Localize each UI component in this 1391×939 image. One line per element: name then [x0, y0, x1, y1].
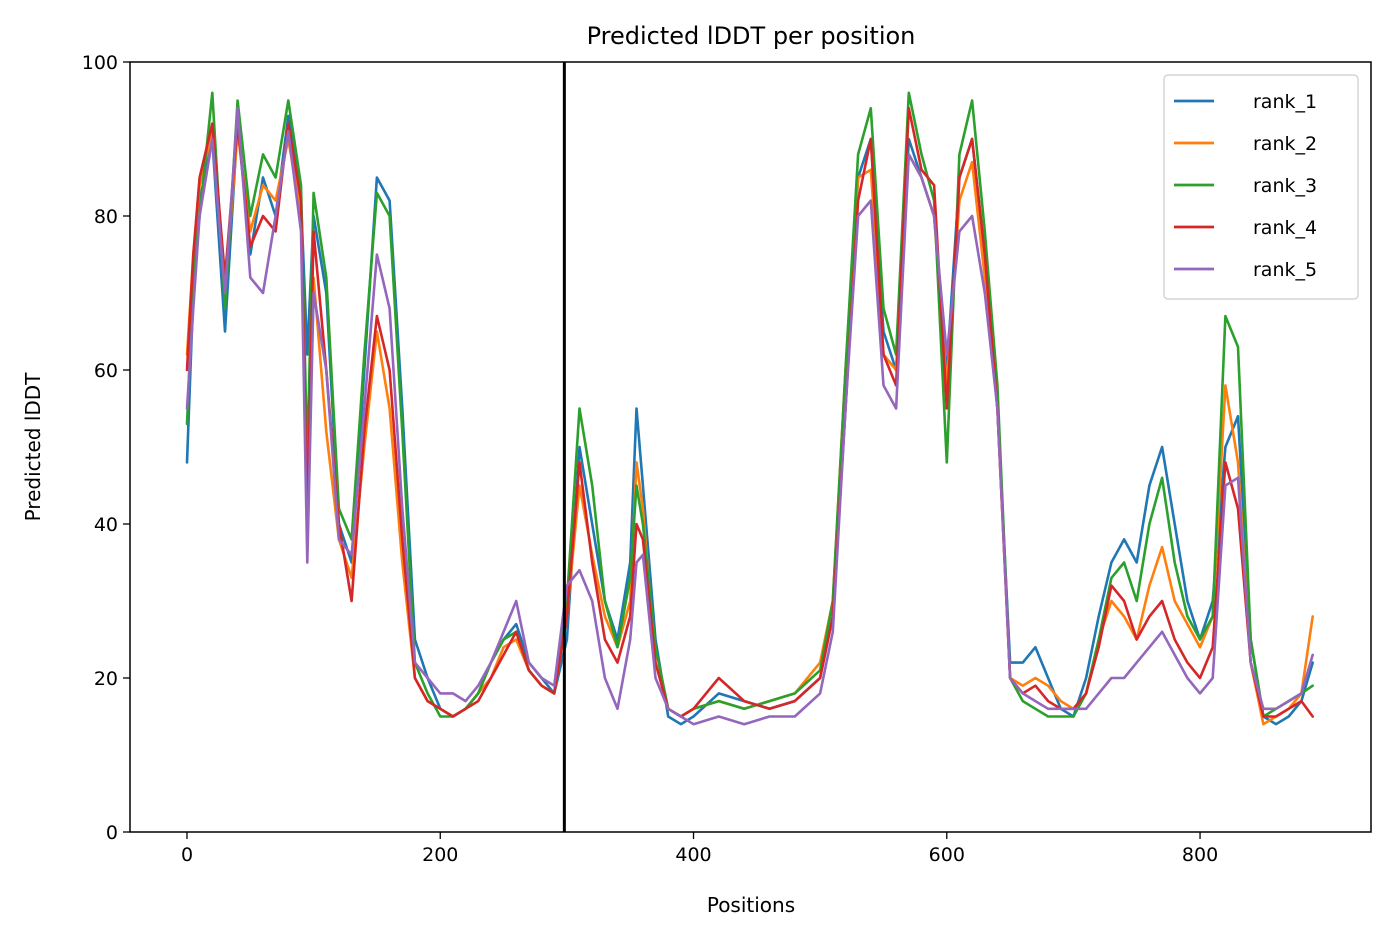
- x-tick-label: 200: [422, 844, 458, 866]
- legend: rank_1 rank_2 rank_3 rank_4 rank_5: [1163, 74, 1359, 300]
- x-axis-ticks: 0 200 400 600 800: [181, 832, 1218, 866]
- x-tick-label: 400: [675, 844, 711, 866]
- series-line-rank-3: [185, 91, 1314, 718]
- x-tick-label: 0: [181, 844, 193, 866]
- y-tick-label: 80: [94, 206, 118, 228]
- legend-label-rank-4: rank_4: [1253, 217, 1317, 239]
- x-tick-label: 800: [1182, 844, 1218, 866]
- legend-box: [1163, 74, 1359, 300]
- plot-frame: [129, 61, 1372, 833]
- legend-label-rank-3: rank_3: [1253, 175, 1317, 197]
- series-line-rank-4: [185, 106, 1314, 718]
- y-tick-label: 60: [94, 360, 118, 382]
- legend-label-rank-2: rank_2: [1253, 133, 1317, 155]
- series-line-rank-5: [185, 106, 1314, 726]
- legend-label-rank-1: rank_1: [1253, 91, 1317, 113]
- y-tick-label: 40: [94, 514, 118, 536]
- x-tick-label: 600: [929, 844, 965, 866]
- series-layer: [185, 91, 1314, 726]
- x-axis-label: Positions: [707, 893, 795, 917]
- y-axis-label: Predicted lDDT: [21, 372, 45, 522]
- y-tick-label: 0: [106, 822, 118, 844]
- y-axis-ticks: 0 20 40 60 80 100: [82, 52, 130, 844]
- y-tick-label: 20: [94, 668, 118, 690]
- y-tick-label: 100: [82, 52, 118, 74]
- chart-title: Predicted lDDT per position: [587, 22, 916, 50]
- legend-label-rank-5: rank_5: [1253, 259, 1317, 281]
